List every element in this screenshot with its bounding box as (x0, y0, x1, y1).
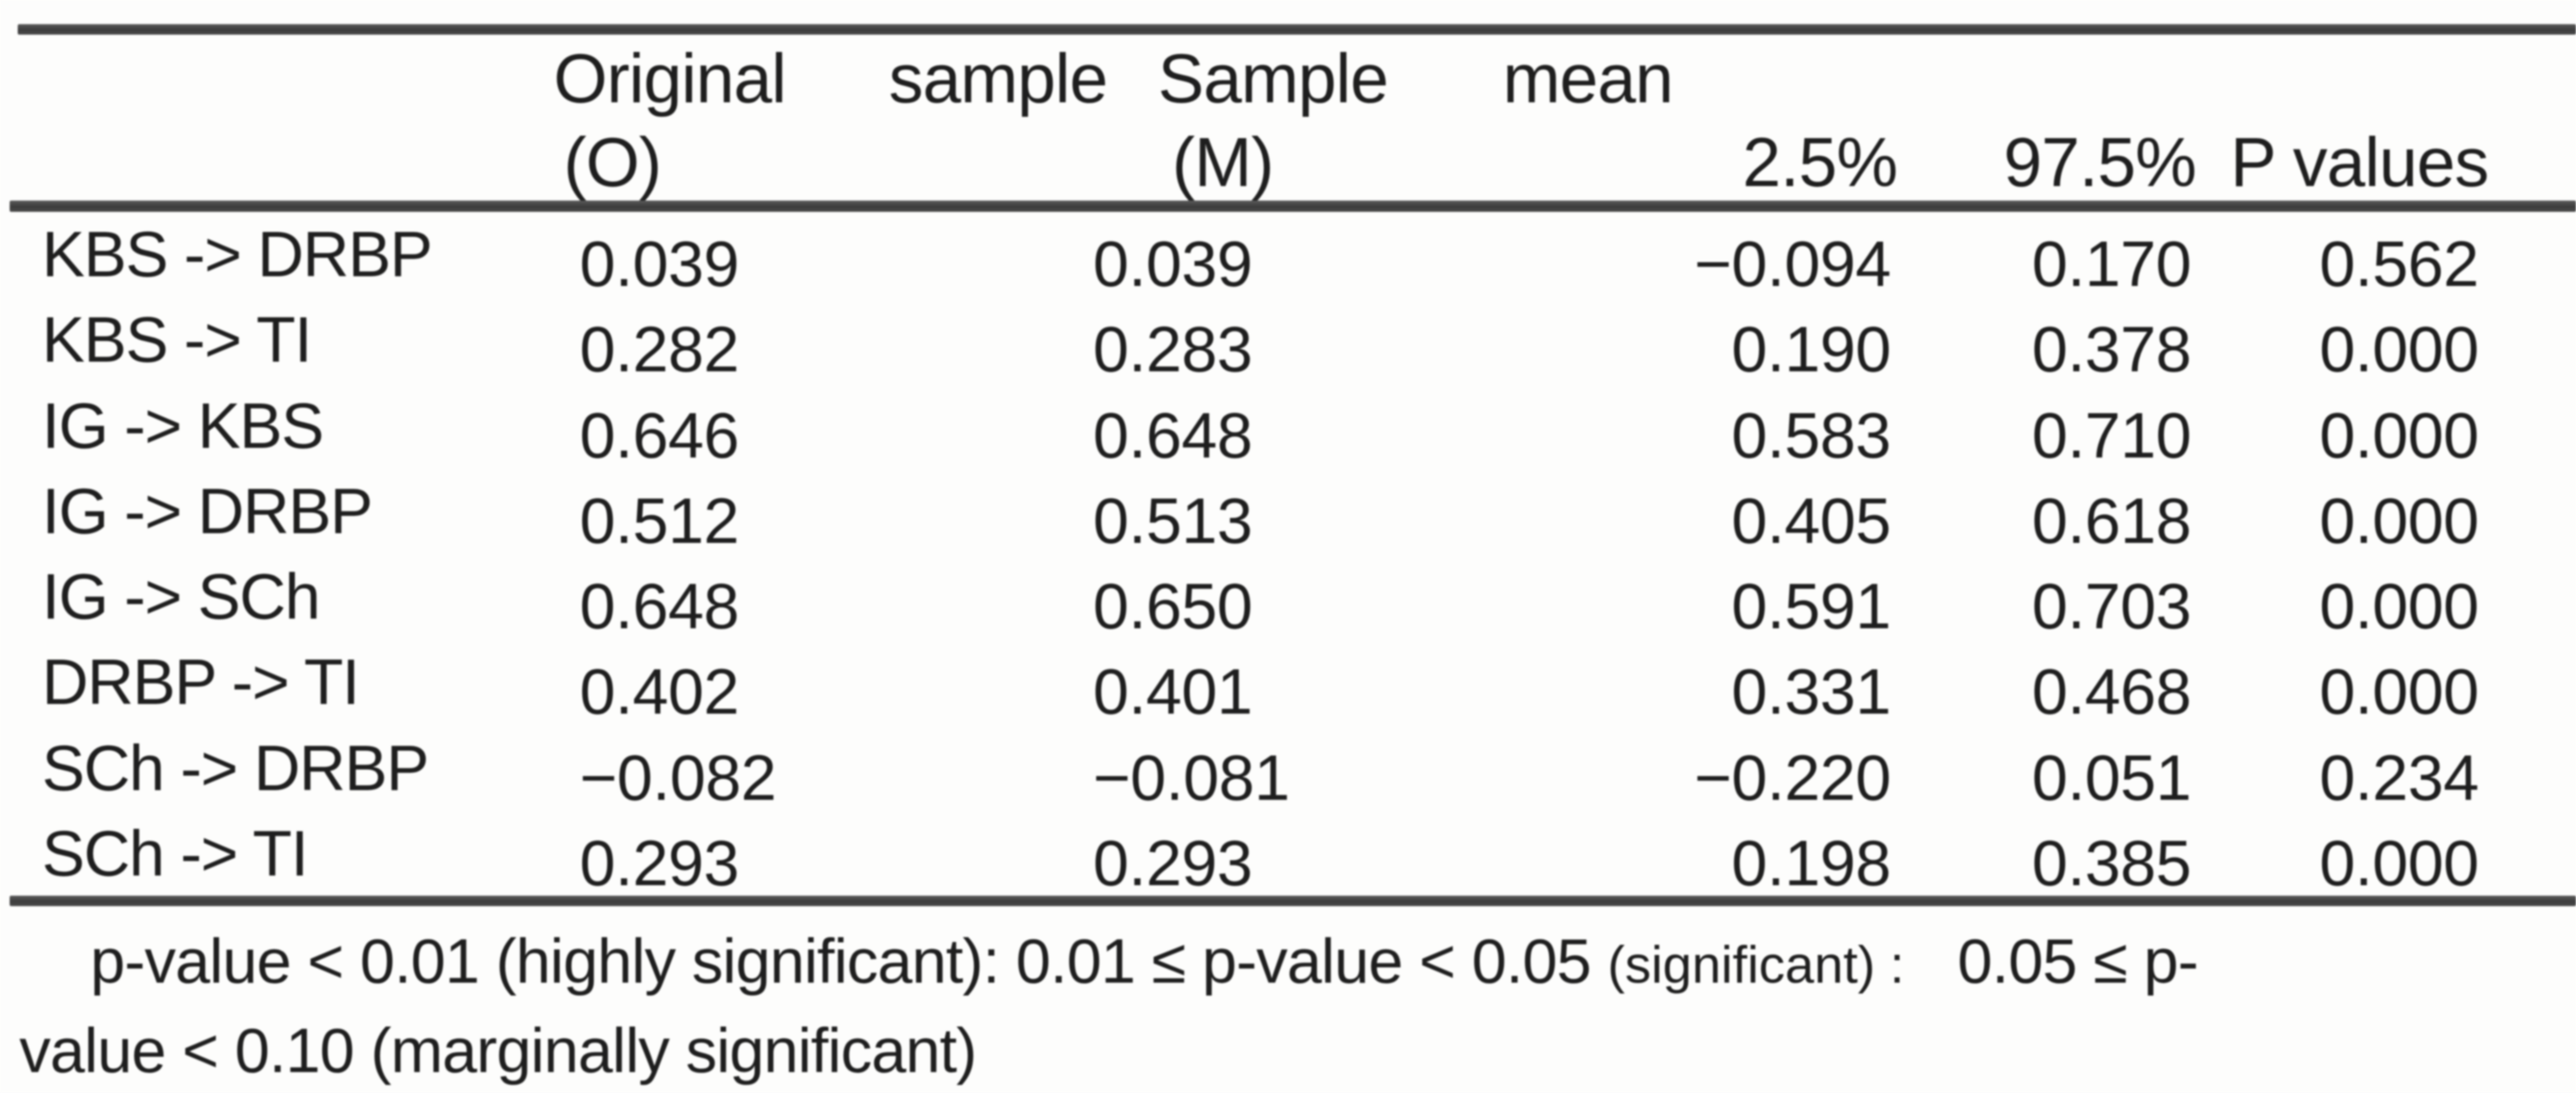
p-value: 0.000 (2319, 570, 2479, 643)
sample-mean-value: −0.081 (1093, 741, 1290, 814)
p-value: 0.000 (2319, 826, 2479, 899)
header-col-original-o: (O) (563, 124, 662, 201)
table-row: SCh -> TI 0.293 0.293 0.198 0.385 0.000 (0, 811, 2576, 899)
ci-2-5-value: −0.220 (1694, 741, 1891, 814)
ci-2-5-value: 0.583 (1731, 399, 1891, 471)
header-word-mean: mean (1503, 40, 1674, 118)
path-label: KBS -> DRBP (42, 218, 433, 291)
sample-mean-value: 0.513 (1093, 484, 1253, 557)
p-value: 0.000 (2319, 484, 2479, 557)
footnote-line-1: p-value < 0.01 (highly significant): 0.0… (19, 918, 2571, 1008)
footnote-segment-3: 0.05 ≤ p- (1957, 925, 2198, 996)
path-label: DRBP -> TI (42, 646, 360, 718)
table-row: DRBP -> TI 0.402 0.401 0.331 0.468 0.000 (0, 640, 2576, 727)
ci-97-5-value: 0.378 (2031, 313, 2192, 386)
original-sample-value: 0.402 (579, 656, 740, 728)
path-label: IG -> DRBP (42, 474, 373, 547)
p-value: 0.000 (2319, 656, 2479, 728)
ci-2-5-value: 0.190 (1731, 313, 1891, 386)
path-label: KBS -> TI (42, 304, 313, 376)
original-sample-value: 0.039 (579, 228, 740, 300)
path-label: SCh -> DRBP (42, 731, 429, 804)
p-value: 0.562 (2319, 228, 2479, 300)
table-row: IG -> DRBP 0.512 0.513 0.405 0.618 0.000 (0, 469, 2576, 557)
p-value: 0.234 (2319, 741, 2479, 814)
header-word-sample-2: Sample (1158, 40, 1389, 118)
table-bottom-rule (10, 896, 2576, 906)
path-label: IG -> KBS (42, 389, 324, 462)
header-col-p-values: P values (2230, 124, 2489, 201)
significance-footnote: p-value < 0.01 (highly significant): 0.0… (19, 918, 2571, 1093)
original-sample-value: 0.646 (579, 399, 740, 471)
header-spacer (0, 123, 515, 203)
ci-2-5-value: −0.094 (1694, 228, 1891, 300)
footnote-line-2: value < 0.10 (marginally significant) (19, 1015, 977, 1086)
sample-mean-value: 0.648 (1093, 399, 1253, 471)
ci-97-5-value: 0.618 (2031, 484, 2192, 557)
table-row: IG -> KBS 0.646 0.648 0.583 0.710 0.000 (0, 383, 2576, 471)
ci-97-5-value: 0.170 (2031, 228, 2192, 300)
table-row: IG -> SCh 0.648 0.650 0.591 0.703 0.000 (0, 554, 2576, 642)
ci-2-5-value: 0.405 (1731, 484, 1891, 557)
original-sample-value: −0.082 (579, 741, 777, 814)
ci-2-5-value: 0.591 (1731, 570, 1891, 643)
path-label: IG -> SCh (42, 561, 321, 633)
footnote-segment-1: p-value < 0.01 (highly significant): 0.0… (90, 925, 1607, 996)
sample-mean-value: 0.401 (1093, 656, 1253, 728)
ci-97-5-value: 0.385 (2031, 826, 2192, 899)
header-col-sample-m: (M) (1172, 124, 1275, 201)
ci-97-5-value: 0.468 (2031, 656, 2192, 728)
table-header: Original sample Sample mean (O) (M) 2.5%… (0, 35, 2576, 201)
table-body: KBS -> DRBP 0.039 0.039 −0.094 0.170 0.5… (0, 212, 2576, 899)
ci-2-5-value: 0.198 (1731, 826, 1891, 899)
p-value: 0.000 (2319, 313, 2479, 386)
ci-97-5-value: 0.710 (2031, 399, 2192, 471)
table-row: KBS -> DRBP 0.039 0.039 −0.094 0.170 0.5… (0, 212, 2576, 300)
table-row: KBS -> TI 0.282 0.283 0.190 0.378 0.000 (0, 297, 2576, 385)
path-label: SCh -> TI (42, 817, 309, 889)
header-word-sample: sample (889, 40, 1108, 118)
original-sample-value: 0.512 (579, 484, 740, 557)
ci-2-5-value: 0.331 (1731, 656, 1891, 728)
original-sample-value: 0.648 (579, 570, 740, 643)
ci-97-5-value: 0.703 (2031, 570, 2192, 643)
p-value: 0.000 (2319, 399, 2479, 471)
ci-97-5-value: 0.051 (2031, 741, 2192, 814)
original-sample-value: 0.293 (579, 826, 740, 899)
header-col-2-5-pct: 2.5% (1742, 124, 1898, 201)
header-second-line: (O) (M) 2.5% 97.5% P values (0, 123, 2576, 203)
table-row: SCh -> DRBP −0.082 −0.081 −0.220 0.051 0… (0, 726, 2576, 814)
sample-mean-value: 0.283 (1093, 313, 1253, 386)
header-word-original: Original (554, 40, 786, 118)
sample-mean-value: 0.650 (1093, 570, 1253, 643)
sample-mean-value: 0.039 (1093, 228, 1253, 300)
sample-mean-value: 0.293 (1093, 826, 1253, 899)
original-sample-value: 0.282 (579, 313, 740, 386)
table-header-rule (10, 201, 2576, 212)
table-top-rule (18, 24, 2576, 35)
header-col-97-5-pct: 97.5% (2003, 124, 2197, 201)
footnote-segment-2: (significant) : (1607, 935, 1905, 994)
